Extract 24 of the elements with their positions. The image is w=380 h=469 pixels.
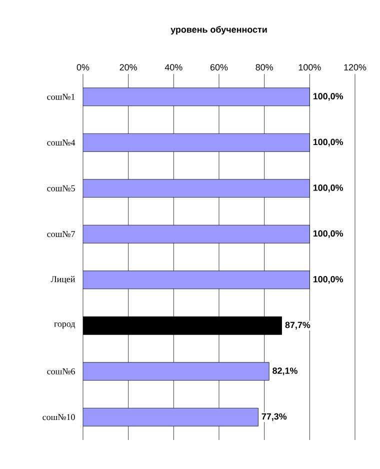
data-label: 100,0% xyxy=(313,138,344,146)
data-label: 100,0% xyxy=(313,93,344,101)
x-tick-label: 40% xyxy=(164,64,182,70)
data-label: 100,0% xyxy=(313,184,344,192)
y-tick-label: сош№5 xyxy=(47,185,75,192)
x-tick-label: 100% xyxy=(298,64,321,70)
y-tick-label: сош№1 xyxy=(47,94,75,100)
data-label: 100,0% xyxy=(313,230,344,238)
y-tick-label: сош№10 xyxy=(42,414,75,420)
y-tick-label: город xyxy=(54,322,76,329)
data-label: 87,7% xyxy=(285,322,310,330)
x-tick-label: 0% xyxy=(76,64,90,70)
y-tick-label: Лицей xyxy=(50,276,76,284)
x-tick-label: 20% xyxy=(120,64,137,70)
x-tick-label: 120% xyxy=(344,64,366,70)
x-tick-label: 80% xyxy=(256,64,273,70)
data-label: 82,1% xyxy=(272,368,298,376)
data-label: 100,0% xyxy=(313,276,344,284)
y-tick-label: сош№7 xyxy=(47,231,75,238)
x-tick-label: 60% xyxy=(210,64,228,70)
data-label: 77,3% xyxy=(262,413,287,421)
y-tick-label: сош№4 xyxy=(47,140,76,146)
chart-title: уровень обученности xyxy=(170,26,267,34)
y-tick-label: сош№6 xyxy=(47,368,75,374)
